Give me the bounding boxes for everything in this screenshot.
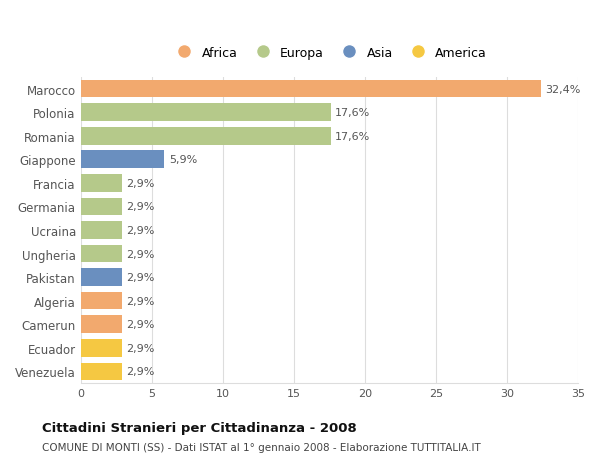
Bar — [80, 292, 122, 310]
Text: 2,9%: 2,9% — [126, 319, 154, 330]
Bar — [80, 151, 164, 169]
Bar — [80, 174, 122, 192]
Text: 2,9%: 2,9% — [126, 202, 154, 212]
Text: 2,9%: 2,9% — [126, 296, 154, 306]
Text: 2,9%: 2,9% — [126, 179, 154, 189]
Bar — [80, 128, 331, 145]
Text: Cittadini Stranieri per Cittadinanza - 2008: Cittadini Stranieri per Cittadinanza - 2… — [42, 421, 357, 435]
Text: 2,9%: 2,9% — [126, 249, 154, 259]
Text: 5,9%: 5,9% — [169, 155, 197, 165]
Text: 2,9%: 2,9% — [126, 273, 154, 282]
Bar — [80, 222, 122, 239]
Text: COMUNE DI MONTI (SS) - Dati ISTAT al 1° gennaio 2008 - Elaborazione TUTTITALIA.I: COMUNE DI MONTI (SS) - Dati ISTAT al 1° … — [42, 442, 481, 452]
Bar — [80, 198, 122, 216]
Text: 17,6%: 17,6% — [335, 108, 370, 118]
Bar — [80, 363, 122, 381]
Text: 32,4%: 32,4% — [545, 84, 581, 95]
Bar — [80, 269, 122, 286]
Text: 2,9%: 2,9% — [126, 367, 154, 376]
Bar — [80, 316, 122, 333]
Bar — [80, 81, 541, 98]
Text: 17,6%: 17,6% — [335, 131, 370, 141]
Bar — [80, 104, 331, 122]
Bar — [80, 245, 122, 263]
Text: 2,9%: 2,9% — [126, 343, 154, 353]
Bar — [80, 339, 122, 357]
Legend: Africa, Europa, Asia, America: Africa, Europa, Asia, America — [169, 44, 490, 62]
Text: 2,9%: 2,9% — [126, 225, 154, 235]
